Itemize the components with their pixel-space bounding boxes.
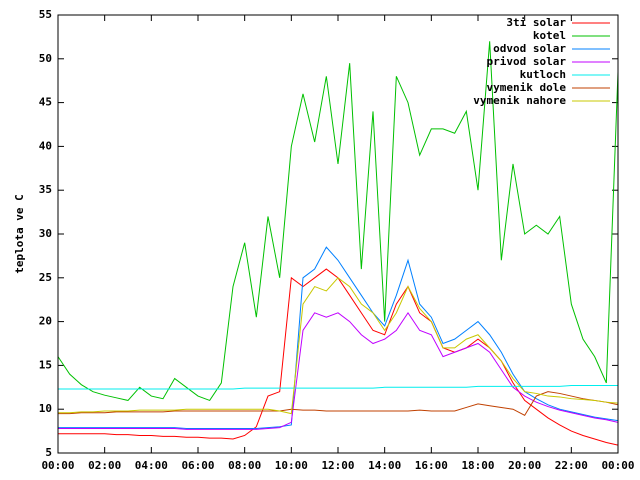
y-tick-label: 5 xyxy=(45,446,52,459)
y-tick-label: 30 xyxy=(39,227,52,240)
y-tick-label: 10 xyxy=(39,402,52,415)
x-tick-label: 18:00 xyxy=(461,459,494,472)
y-axis-label: teplota ve C xyxy=(13,194,26,273)
y-tick-label: 45 xyxy=(39,96,52,109)
x-tick-label: 22:00 xyxy=(555,459,588,472)
x-tick-label: 00:00 xyxy=(601,459,634,472)
x-tick-label: 20:00 xyxy=(508,459,541,472)
x-tick-label: 06:00 xyxy=(181,459,214,472)
legend-label: vymenik nahore xyxy=(473,94,566,107)
plot-frame xyxy=(57,14,619,454)
y-tick-label: 55 xyxy=(39,8,52,21)
series-line xyxy=(58,311,619,430)
x-tick-label: 16:00 xyxy=(415,459,448,472)
x-tick-label: 10:00 xyxy=(275,459,308,472)
x-tick-label: 08:00 xyxy=(228,459,261,472)
legend-label: vymenik dole xyxy=(487,81,567,94)
series-line xyxy=(58,391,619,416)
y-tick-label: 15 xyxy=(39,358,52,371)
y-tick-label: 40 xyxy=(39,139,52,152)
x-tick-label: 02:00 xyxy=(88,459,121,472)
series-line xyxy=(57,41,619,402)
series-line xyxy=(58,277,619,415)
x-tick-label: 00:00 xyxy=(41,459,74,472)
x-tick-label: 12:00 xyxy=(321,459,354,472)
legend-label: kutloch xyxy=(520,68,566,81)
legend-label: privod solar xyxy=(487,55,567,68)
y-tick-label: 20 xyxy=(39,315,52,328)
x-tick-label: 14:00 xyxy=(368,459,401,472)
y-tick-label: 25 xyxy=(39,271,52,284)
y-tick-label: 35 xyxy=(39,183,52,196)
series-line xyxy=(58,385,618,390)
legend-label: odvod solar xyxy=(493,42,566,55)
y-tick-label: 50 xyxy=(39,52,52,65)
legend-label: kotel xyxy=(533,29,566,42)
x-tick-label: 04:00 xyxy=(135,459,168,472)
legend-label: 3ti solar xyxy=(506,16,566,29)
